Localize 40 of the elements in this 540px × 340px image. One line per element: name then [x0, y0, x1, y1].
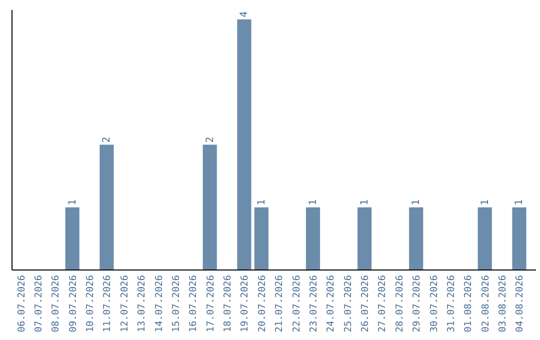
data-label: 1 — [360, 199, 371, 206]
data-label: 1 — [411, 199, 422, 206]
x-tick-label: 31.07.2026 — [446, 274, 457, 332]
x-tick-label: 16.07.2026 — [188, 274, 200, 332]
data-label: 1 — [308, 199, 319, 206]
data-label: 1 — [256, 199, 268, 206]
x-tick-label: 25.07.2026 — [342, 274, 354, 332]
data-label: 2 — [102, 136, 113, 143]
x-tick-label: 27.07.2026 — [377, 274, 388, 332]
x-tick-label: 30.07.2026 — [428, 274, 440, 332]
x-tick-label: 07.07.2026 — [33, 274, 44, 332]
x-tick-label: 21.07.2026 — [274, 274, 286, 332]
x-tick-label: 23.07.2026 — [308, 274, 320, 332]
x-tick-label: 18.07.2026 — [222, 274, 234, 332]
x-tick-label: 01.08.2026 — [463, 274, 474, 332]
x-tick-label: 28.07.2026 — [394, 274, 406, 332]
data-label: 1 — [514, 199, 526, 206]
x-tick-label: 12.07.2026 — [119, 274, 130, 332]
x-tick-label: 14.07.2026 — [154, 274, 165, 332]
x-tick-label: 06.07.2026 — [16, 274, 28, 332]
x-tick-label: 19.07.2026 — [240, 274, 251, 332]
x-tick-label: 02.08.2026 — [480, 274, 492, 332]
x-tick-label: 26.07.2026 — [360, 274, 372, 332]
x-tick-label: 03.08.2026 — [498, 274, 509, 332]
x-tick-label: 20.07.2026 — [256, 274, 268, 332]
data-label: 1 — [480, 199, 491, 206]
x-tick-label: 08.07.2026 — [50, 274, 62, 332]
data-label: 4 — [239, 11, 250, 18]
x-tick-label: 15.07.2026 — [170, 274, 182, 332]
x-tick-label: 17.07.2026 — [205, 274, 216, 332]
x-tick-label: 29.07.2026 — [412, 274, 423, 332]
x-tick-label: 10.07.2026 — [85, 274, 96, 332]
x-tick-label: 22.07.2026 — [291, 274, 302, 332]
x-tick-label: 04.08.2026 — [514, 274, 526, 332]
data-label: 2 — [204, 136, 216, 143]
x-tick-label: 09.07.2026 — [68, 274, 79, 332]
x-tick-label: 24.07.2026 — [326, 274, 337, 332]
x-tick-label: 13.07.2026 — [136, 274, 148, 332]
data-label: 1 — [67, 199, 78, 206]
x-tick-label: 11.07.2026 — [102, 274, 114, 332]
